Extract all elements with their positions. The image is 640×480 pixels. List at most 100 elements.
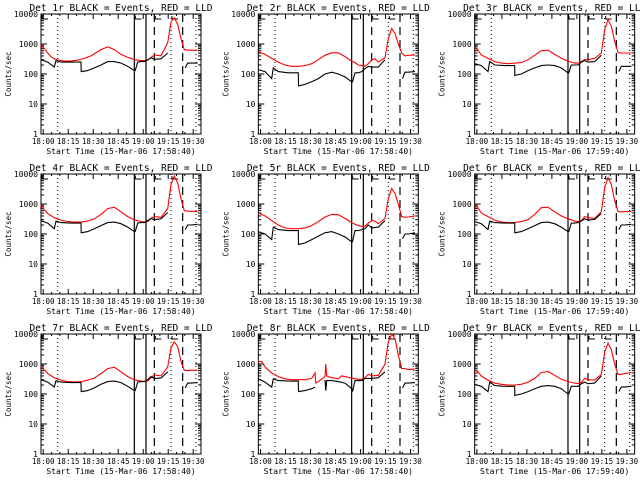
y-tick-label: 10000 <box>14 330 38 339</box>
x-tick-label: 19:00 <box>132 457 155 466</box>
x-tick-label: 19:30 <box>182 137 205 146</box>
y-tick-label: 100 <box>457 390 472 399</box>
marker-bracket-icon <box>41 176 48 180</box>
y-axis-label: Counts/sec <box>4 51 13 96</box>
x-tick-label: 18:30 <box>299 137 322 146</box>
x-axis-label: Start Time (15-Mar-06 17:58:40) <box>264 467 413 476</box>
marker-bracket-icon <box>154 176 162 180</box>
x-axis-label: Start Time (15-Mar-06 17:59:40) <box>480 467 629 476</box>
detector-panel: Det 6r BLACK = Events, RED = LLD 1 10 100 10… <box>438 163 640 316</box>
marker-bracket-icon <box>372 336 379 340</box>
x-tick-label: 18:00 <box>32 137 55 146</box>
series-lld-line <box>40 16 198 62</box>
series-events-line <box>258 59 416 87</box>
marker-bracket-icon <box>588 16 595 20</box>
x-tick-label: 19:15 <box>374 297 397 306</box>
marker-bracket-icon <box>258 336 266 340</box>
y-tick-label: 1 <box>467 130 472 139</box>
x-tick-label: 18:45 <box>107 137 130 146</box>
series-lld-line <box>258 332 416 385</box>
marker-bracket-icon <box>568 336 575 340</box>
x-tick-label: 18:45 <box>541 137 564 146</box>
x-tick-label: 18:15 <box>491 297 514 306</box>
x-tick-label: 18:30 <box>82 137 105 146</box>
detector-panel: Det 5r BLACK = Events, RED = LLD 1 10 100 10… <box>221 163 430 316</box>
x-tick-label: 18:45 <box>107 297 130 306</box>
plot-frame <box>474 333 636 455</box>
y-tick-label: 1 <box>467 450 472 459</box>
marker-bracket-icon <box>154 336 162 340</box>
x-tick-label: 19:00 <box>349 137 372 146</box>
panel-title: Det 9r BLACK = Events, RED = LLD <box>463 323 640 334</box>
x-axis-label: Start Time (15-Mar-06 17:58:40) <box>46 147 195 156</box>
x-tick-label: 18:30 <box>516 137 539 146</box>
marker-bracket-icon <box>258 176 266 180</box>
y-tick-label: 1000 <box>19 200 38 209</box>
x-tick-label: 18:45 <box>107 457 130 466</box>
panel-title: Det 2r BLACK = Events, RED = LLD <box>247 3 430 14</box>
detector-panel: Det 2r BLACK = Events, RED = LLD 1 10 100 10… <box>221 3 430 156</box>
x-tick-label: 19:15 <box>591 457 614 466</box>
marker-bracket-icon <box>475 16 482 20</box>
x-tick-label: 18:15 <box>274 297 297 306</box>
marker-bracket-icon <box>372 176 379 180</box>
x-tick-label: 18:15 <box>491 137 514 146</box>
marker-bracket-icon <box>475 336 482 340</box>
y-tick-label: 10 <box>28 420 38 429</box>
x-tick-label: 18:15 <box>57 297 80 306</box>
series-lld-line <box>40 340 198 383</box>
series-lld-line <box>474 18 632 65</box>
y-tick-label: 100 <box>457 70 472 79</box>
y-axis-label: Counts/sec <box>4 371 13 416</box>
y-tick-label: 1 <box>467 290 472 299</box>
plot-frame <box>257 333 419 455</box>
marker-bracket-icon <box>134 16 142 20</box>
x-tick-label: 19:30 <box>399 297 422 306</box>
x-tick-label: 19:30 <box>399 457 422 466</box>
x-tick-label: 19:00 <box>566 297 589 306</box>
x-tick-label: 18:00 <box>249 457 272 466</box>
x-tick-label: 18:15 <box>57 137 80 146</box>
y-tick-label: 10000 <box>231 330 255 339</box>
y-axis-label: Counts/sec <box>438 371 447 416</box>
y-tick-label: 1000 <box>19 360 38 369</box>
y-axis-label: Counts/sec <box>221 211 230 256</box>
x-tick-label: 18:00 <box>466 297 489 306</box>
x-tick-label: 19:15 <box>157 297 180 306</box>
plot-frame <box>40 13 202 135</box>
y-tick-label: 1000 <box>452 40 471 49</box>
x-tick-label: 19:30 <box>182 457 205 466</box>
y-tick-label: 10000 <box>448 170 472 179</box>
series-lld-line <box>474 341 632 386</box>
x-tick-label: 19:00 <box>349 297 372 306</box>
x-tick-label: 19:30 <box>616 137 639 146</box>
y-tick-label: 1 <box>33 450 38 459</box>
y-tick-label: 100 <box>241 70 256 79</box>
y-tick-label: 10000 <box>231 170 255 179</box>
x-tick-label: 18:30 <box>299 297 322 306</box>
y-tick-label: 10 <box>246 260 256 269</box>
marker-bracket-icon <box>258 16 266 20</box>
x-tick-label: 18:15 <box>274 457 297 466</box>
marker-bracket-icon <box>388 176 396 180</box>
panel-title: Det 4r BLACK = Events, RED = LLD <box>29 163 212 174</box>
y-tick-label: 10 <box>246 100 256 109</box>
x-tick-label: 19:15 <box>591 137 614 146</box>
y-tick-label: 10000 <box>14 10 38 19</box>
marker-bracket-icon <box>352 16 359 20</box>
y-tick-label: 10000 <box>448 10 472 19</box>
series-events-line <box>258 371 416 393</box>
y-tick-label: 1000 <box>19 40 38 49</box>
marker-bracket-icon <box>171 336 178 340</box>
y-tick-label: 10 <box>462 260 472 269</box>
x-axis-label: Start Time (15-Mar-06 17:58:40) <box>46 467 195 476</box>
panel-title: Det 6r BLACK = Events, RED = LLD <box>463 163 640 174</box>
x-tick-label: 19:30 <box>616 457 639 466</box>
x-tick-label: 18:30 <box>516 457 539 466</box>
x-tick-label: 18:00 <box>249 137 272 146</box>
y-axis-label: Counts/sec <box>438 51 447 96</box>
plot-frame <box>40 173 202 295</box>
y-axis-label: Counts/sec <box>4 211 13 256</box>
marker-bracket-icon <box>171 16 178 20</box>
